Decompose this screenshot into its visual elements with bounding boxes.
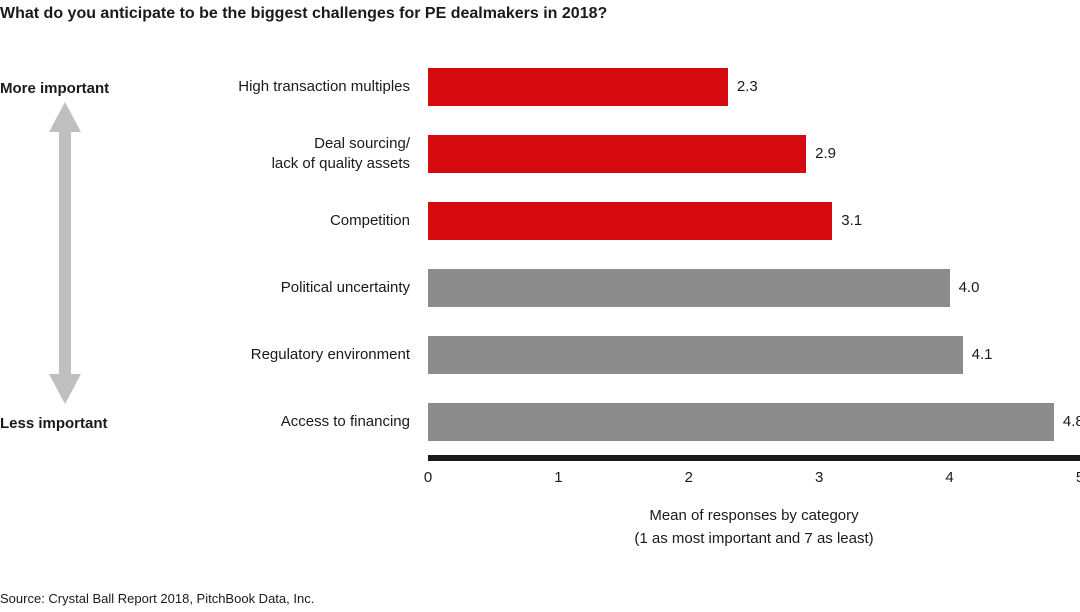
more-important-label: More important xyxy=(0,80,110,97)
bar-plot-cell: 2.3 xyxy=(428,67,1080,106)
bar-value-label: 2.3 xyxy=(736,78,758,95)
source-note: Source: Crystal Ball Report 2018, PitchB… xyxy=(0,591,315,606)
category-label: Access to financing xyxy=(280,412,410,430)
bar xyxy=(428,201,833,240)
bar-plot-cell: 4.8 xyxy=(428,402,1080,441)
bar-row: Deal sourcing/ lack of quality assets 2.9 xyxy=(140,120,1080,187)
chart-title: What do you anticipate to be the biggest… xyxy=(0,5,608,22)
bar-value-label: 4.0 xyxy=(958,279,980,296)
bar-row: Regulatory environment 4.1 xyxy=(140,321,1080,388)
bar-value-label: 4.1 xyxy=(971,346,993,363)
bar-row: Political uncertainty 4.0 xyxy=(140,254,1080,321)
bar-row: Access to financing 4.8 xyxy=(140,388,1080,455)
bar-plot-cell: 4.0 xyxy=(428,268,1080,307)
x-tick-label: 3 xyxy=(815,469,824,486)
x-axis-ticks: 0 1 2 3 4 5 xyxy=(424,469,1080,489)
importance-arrow-icon xyxy=(49,102,81,404)
bar xyxy=(428,134,807,173)
category-label: Deal sourcing/ lack of quality assets xyxy=(271,135,410,172)
x-tick-label: 4 xyxy=(945,469,954,486)
x-tick-label: 1 xyxy=(554,469,563,486)
bar xyxy=(428,335,963,374)
bar-value-label: 3.1 xyxy=(841,212,863,229)
bar xyxy=(428,402,1054,441)
category-label: Political uncertainty xyxy=(280,278,410,296)
x-tick-label: 0 xyxy=(423,469,433,486)
bar xyxy=(428,268,950,307)
bar-plot-cell: 2.9 xyxy=(428,134,1080,173)
x-tick-label: 5 xyxy=(1076,469,1080,486)
bar-value-label: 4.8 xyxy=(1062,413,1080,430)
bar-row: High transaction multiples 2.3 xyxy=(140,53,1080,120)
category-label: Regulatory environment xyxy=(250,345,410,363)
less-important-label: Less important xyxy=(0,415,108,432)
bar-value-label: 2.9 xyxy=(815,145,837,162)
bar xyxy=(428,67,728,106)
bar-plot-cell: 3.1 xyxy=(428,201,1080,240)
x-axis-line xyxy=(428,455,1080,461)
bar-rows: High transaction multiples 2.3 Deal sourci… xyxy=(140,53,1080,455)
x-axis-caption: Mean of responses by category (1 as most… xyxy=(428,505,1080,550)
category-label: Competition xyxy=(329,211,410,229)
category-label: High transaction multiples xyxy=(238,77,410,95)
bar-plot-cell: 4.1 xyxy=(428,335,1080,374)
x-axis-caption-line2: (1 as most important and 7 as least) xyxy=(634,529,874,547)
bar-row: Competition 3.1 xyxy=(140,187,1080,254)
x-tick-label: 2 xyxy=(684,469,693,486)
x-axis-caption-line1: Mean of responses by category xyxy=(649,507,859,524)
